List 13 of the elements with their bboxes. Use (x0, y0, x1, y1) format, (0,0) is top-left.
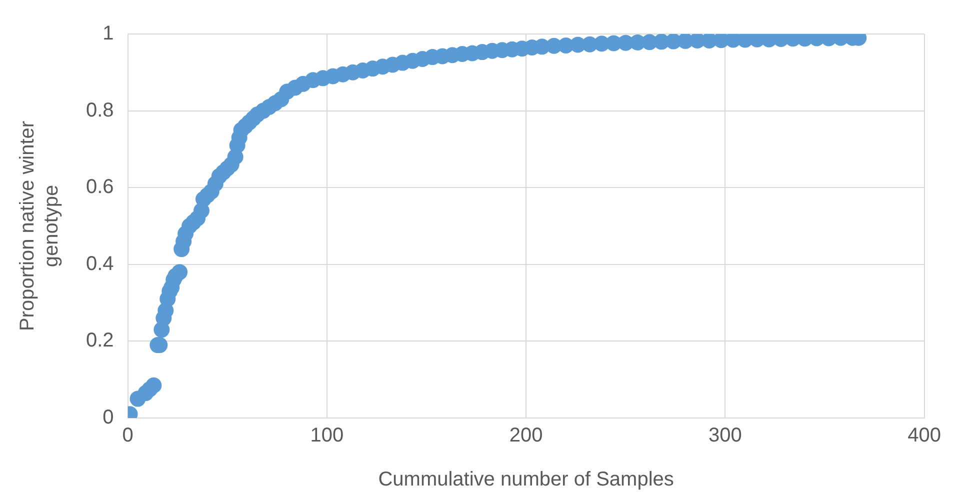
x-tick-label: 0 (122, 424, 134, 447)
y-axis-title: Proportion native winter genotype (16, 120, 63, 332)
y-tick-label: 0 (102, 406, 114, 429)
x-tick-label: 300 (708, 424, 742, 447)
x-tick-label: 100 (310, 424, 344, 447)
x-tick-label: 200 (509, 424, 543, 447)
y-tick-label: 0.4 (86, 252, 114, 275)
x-tick-label: 400 (908, 424, 942, 447)
x-axis-title: Cummulative number of Samples (378, 468, 674, 491)
y-tick-label: 0.8 (86, 99, 114, 122)
y-tick-label: 0.6 (86, 176, 114, 198)
y-tick-label: 0.2 (86, 330, 114, 352)
y-tick-label: 1 (102, 22, 114, 45)
